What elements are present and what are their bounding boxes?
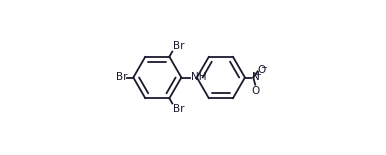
Text: Br: Br — [173, 41, 184, 51]
Text: O: O — [258, 65, 266, 75]
Text: Br: Br — [116, 73, 127, 82]
Text: NH: NH — [191, 72, 206, 82]
Text: +: + — [254, 70, 261, 79]
Text: −: − — [260, 63, 267, 72]
Text: Br: Br — [173, 104, 184, 114]
Text: O: O — [251, 86, 259, 96]
Text: N: N — [252, 73, 260, 82]
